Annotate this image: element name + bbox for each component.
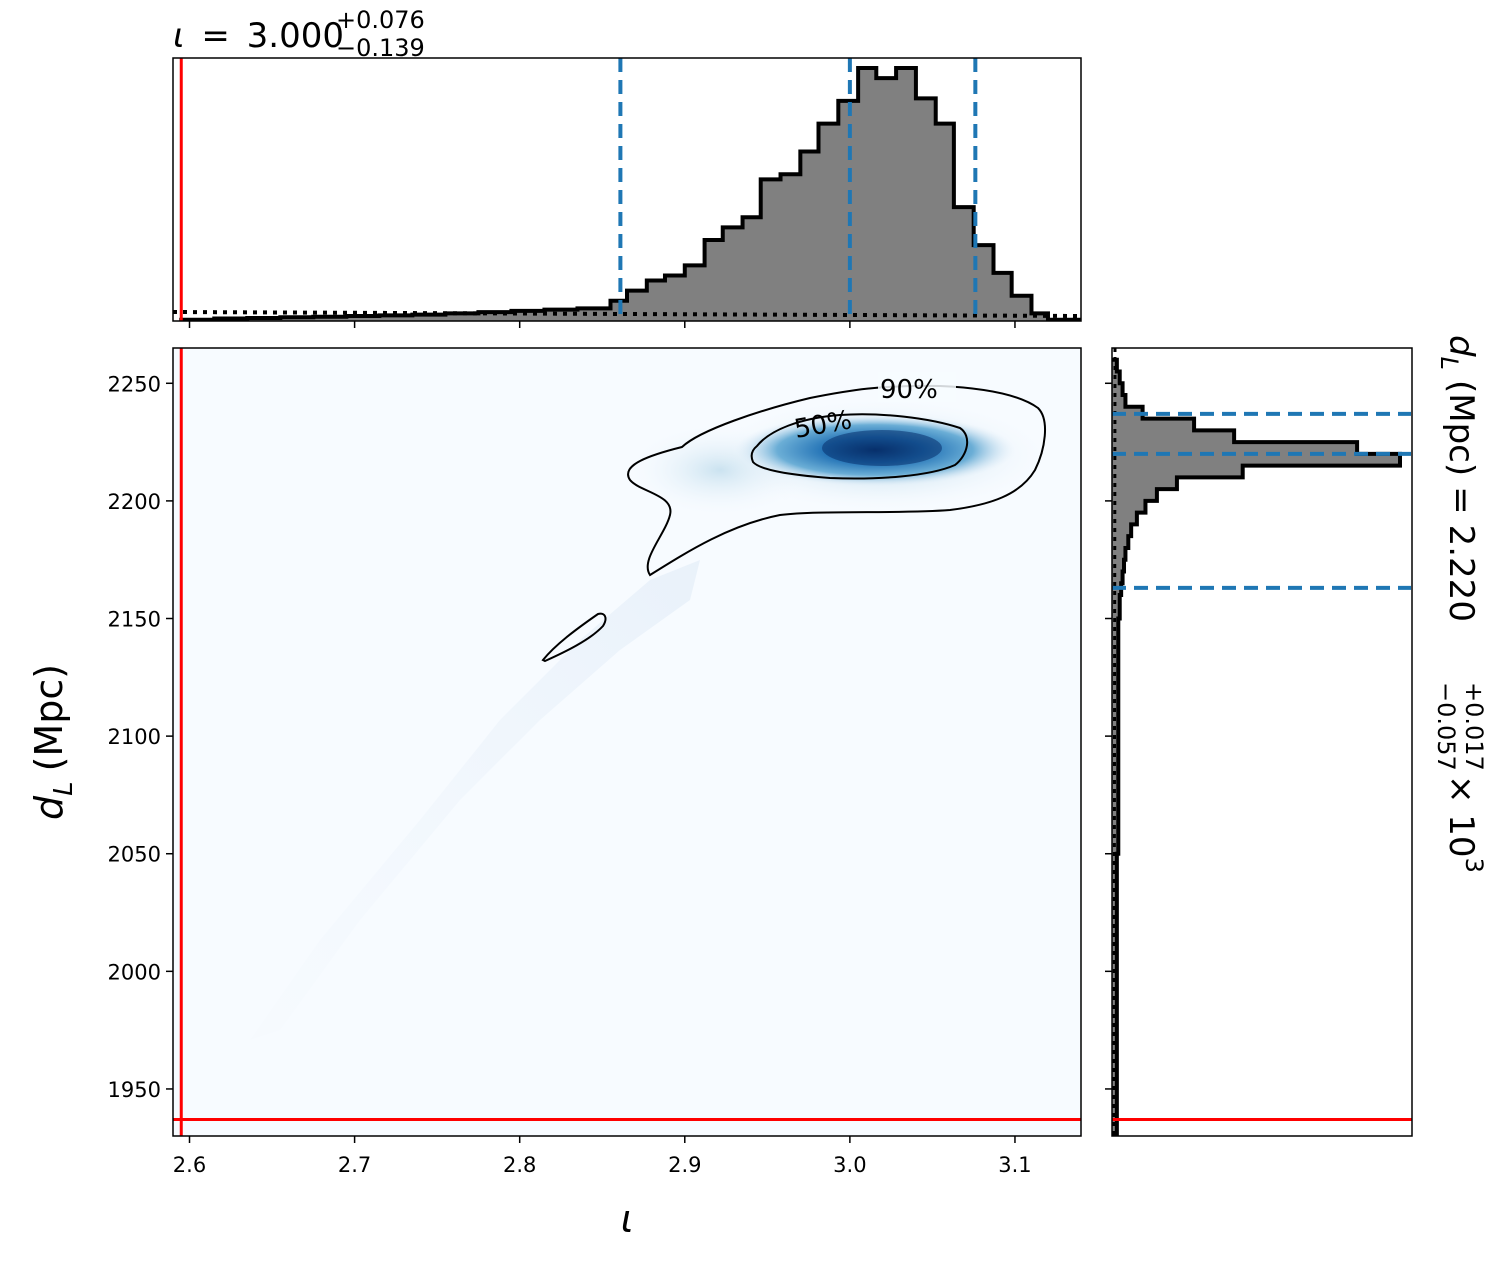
dl-quantile-lines	[1112, 411, 1411, 590]
contour-island	[541, 612, 607, 663]
dl-title-main: dL(Mpc)=2.220	[1435, 335, 1481, 622]
contour-label-90: 90%	[880, 375, 938, 405]
iota-histogram-ticks	[188, 321, 1016, 328]
dl-histogram-panel	[1105, 347, 1413, 1137]
density-tail	[250, 560, 700, 1040]
contour-label-90-bg	[878, 372, 956, 402]
iota-histogram-panel	[172, 57, 1082, 328]
joint-density-panel: 90% 50% 2.6 2.7 2.8 2.9 3.0 3.1 1950 2000 2050 2…	[108, 347, 1082, 1177]
prior-dotted-line	[173, 310, 1081, 318]
iota-histogram-fill	[181, 68, 1081, 321]
dl-histogram-outline	[1112, 357, 1402, 1136]
y-axis-ticks: 1950 2000 2050 2100 2150 2200 2250	[108, 372, 173, 1102]
contour-90	[627, 384, 1046, 577]
x-axis-label: ι	[621, 1197, 634, 1241]
x-tick-label-4: 3.0	[833, 1153, 866, 1177]
y-tick-label-2: 2050	[108, 843, 161, 867]
dl-histogram-fill	[1112, 359, 1400, 1136]
x-tick-label-2: 2.8	[503, 1153, 536, 1177]
dl-histogram-ticks	[1105, 382, 1112, 1090]
dl-title-lower: −0.057	[1432, 682, 1460, 771]
iota-histogram-outline	[179, 66, 1081, 321]
x-tick-label-5: 3.1	[998, 1153, 1031, 1177]
iota-histogram-frame	[172, 57, 1082, 322]
x-tick-label-0: 2.6	[173, 1153, 206, 1177]
dl-title: dL(Mpc)=2.220 +0.017 −0.057 × 103	[1432, 335, 1488, 873]
y-tick-label-6: 2250	[108, 372, 161, 396]
dl-title-upper: +0.017	[1460, 682, 1488, 771]
dl-title-multiplier: × 103	[1441, 775, 1488, 873]
density-heatmap: 90% 50%	[173, 348, 1081, 1136]
x-tick-label-1: 2.7	[338, 1153, 371, 1177]
iota-title-lower: −0.139	[336, 34, 425, 62]
y-tick-label-4: 2150	[108, 608, 161, 632]
density-frame	[172, 347, 1082, 1137]
y-tick-label-3: 2100	[108, 725, 161, 749]
density-peak	[822, 430, 942, 466]
y-axis-label: dL(Mpc)	[27, 664, 79, 820]
dl-histogram-frame	[1111, 347, 1413, 1137]
y-tick-label-1: 2000	[108, 960, 161, 984]
iota-title-upper: +0.076	[336, 6, 425, 34]
iota-title: ι = 3.000	[173, 16, 344, 56]
contour-50	[750, 413, 969, 480]
x-axis-ticks: 2.6 2.7 2.8 2.9 3.0 3.1	[173, 1136, 1032, 1177]
x-tick-label-3: 2.9	[668, 1153, 701, 1177]
y-tick-label-0: 1950	[108, 1078, 161, 1102]
y-tick-label-5: 2200	[108, 490, 161, 514]
